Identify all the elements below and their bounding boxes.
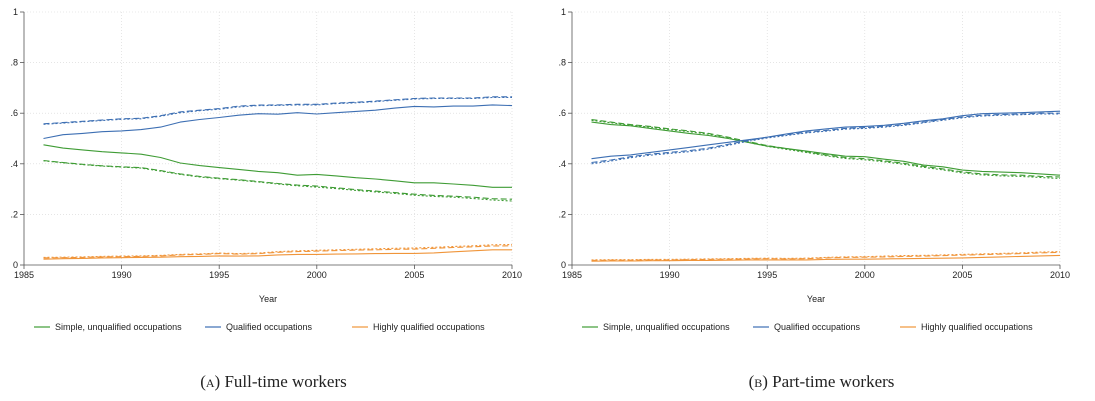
series-line-dashed	[591, 112, 1060, 164]
series-line-dashed	[43, 96, 512, 125]
series-line-solid	[43, 144, 512, 188]
legend-label: Simple, unqualified occupations	[603, 322, 730, 332]
series-line-solid	[591, 121, 1061, 176]
x-tick-label: 1995	[757, 270, 777, 280]
series-line-solid	[591, 254, 1061, 262]
caption-full-time: (a) Full-time workers	[0, 372, 547, 392]
chart-panel-full-time: 0 .2 .4 .6 .8 1 1985 1990 1995 2000 2005 2010 Year Si…	[0, 0, 547, 401]
legend-label: Highly qualified occupations	[373, 322, 485, 332]
y-tick-label: .4	[10, 159, 18, 169]
series-line-dashed	[43, 159, 513, 200]
series-line-dotted	[591, 119, 1061, 180]
y-tick-label: .2	[558, 209, 566, 219]
y-tick-label: .6	[558, 108, 566, 118]
caption-label: (b)	[748, 372, 768, 391]
series-line-dashed	[591, 251, 1061, 261]
x-tick-label: 1985	[14, 270, 34, 280]
y-tick-label: .6	[10, 108, 18, 118]
line-chart-part-time: 0 .2 .4 .6 .8 1 1985 1990 1995 2000 2005 2010 Year Si…	[558, 7, 1070, 332]
series-line-solid	[591, 110, 1061, 160]
legend-label: Highly qualified occupations	[921, 322, 1033, 332]
x-tick-label: 1990	[112, 270, 132, 280]
legend-label: Qualified occupations	[774, 322, 861, 332]
line-chart-full-time: 0 .2 .4 .6 .8 1 1985 1990 1995 2000 2005 2010 Year Si…	[10, 7, 522, 332]
y-tick-label: .2	[10, 209, 18, 219]
x-tick-label: 2000	[307, 270, 327, 280]
y-tick-label: .8	[10, 58, 18, 68]
caption-label: (a)	[200, 372, 221, 391]
x-tick-label: 2010	[1050, 270, 1070, 280]
chart-panel-part-time: 0 .2 .4 .6 .8 1 1985 1990 1995 2000 2005 2010 Year Si…	[548, 0, 1095, 401]
series-line-dashed	[591, 118, 1061, 178]
series-line-dotted	[591, 113, 1060, 165]
caption-part-time: (b) Part-time workers	[548, 372, 1095, 392]
y-tick-label: 0	[13, 260, 18, 270]
x-tick-label: 2005	[952, 270, 972, 280]
series-line-dotted	[43, 96, 512, 125]
x-tick-label: 1990	[660, 270, 680, 280]
series-line-dotted	[43, 243, 513, 258]
y-tick-label: 0	[561, 260, 566, 270]
y-tick-label: 1	[561, 7, 566, 17]
x-axis-label: Year	[807, 294, 825, 304]
y-tick-label: .8	[558, 58, 566, 68]
y-tick-label: .4	[558, 159, 566, 169]
series-line-solid	[43, 104, 513, 140]
caption-text: Part-time workers	[772, 372, 895, 391]
series-line-solid	[43, 249, 512, 260]
x-tick-label: 2000	[855, 270, 875, 280]
legend-label: Qualified occupations	[226, 322, 313, 332]
caption-text: Full-time workers	[224, 372, 347, 391]
x-tick-label: 2005	[404, 270, 424, 280]
series-line-dotted	[591, 251, 1061, 261]
x-axis-label: Year	[259, 294, 277, 304]
x-tick-label: 2010	[502, 270, 522, 280]
series-line-dotted	[43, 160, 513, 202]
legend-label: Simple, unqualified occupations	[55, 322, 182, 332]
series-line-dashed	[43, 245, 513, 259]
y-tick-label: 1	[13, 7, 18, 17]
x-tick-label: 1985	[562, 270, 582, 280]
x-tick-label: 1995	[209, 270, 229, 280]
